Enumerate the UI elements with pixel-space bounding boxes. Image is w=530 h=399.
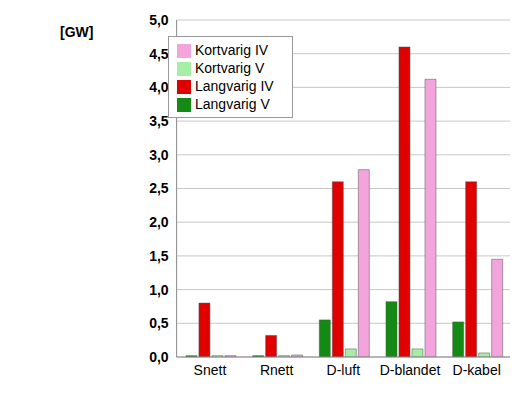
svg-text:D-kabel: D-kabel <box>453 362 501 378</box>
svg-text:1,5: 1,5 <box>149 248 169 264</box>
svg-text:2,0: 2,0 <box>149 214 169 230</box>
svg-text:4,0: 4,0 <box>149 79 169 95</box>
html-text:Langvarig IV: Langvarig IV <box>195 78 274 94</box>
html-text:Langvarig V: Langvarig V <box>195 96 270 112</box>
svg-text:0,5: 0,5 <box>149 315 169 331</box>
html-text:[GW]: [GW] <box>60 24 94 40</box>
svg-text:1,0: 1,0 <box>149 282 169 298</box>
svg-text:5,0: 5,0 <box>149 12 169 28</box>
svg-text:0,0: 0,0 <box>149 349 169 365</box>
svg-text:3,5: 3,5 <box>149 113 169 129</box>
svg-text:2,5: 2,5 <box>149 180 169 196</box>
svg-text:D-blandet: D-blandet <box>380 362 441 378</box>
svg-text:3,0: 3,0 <box>149 147 169 163</box>
svg-text:Rnett: Rnett <box>260 362 294 378</box>
svg-text:4,5: 4,5 <box>149 46 169 62</box>
svg-text:D-luft: D-luft <box>327 362 361 378</box>
html-text:Kortvarig V: Kortvarig V <box>195 60 265 76</box>
svg-text:Snett: Snett <box>194 362 227 378</box>
html-text:Kortvarig IV: Kortvarig IV <box>195 42 269 58</box>
